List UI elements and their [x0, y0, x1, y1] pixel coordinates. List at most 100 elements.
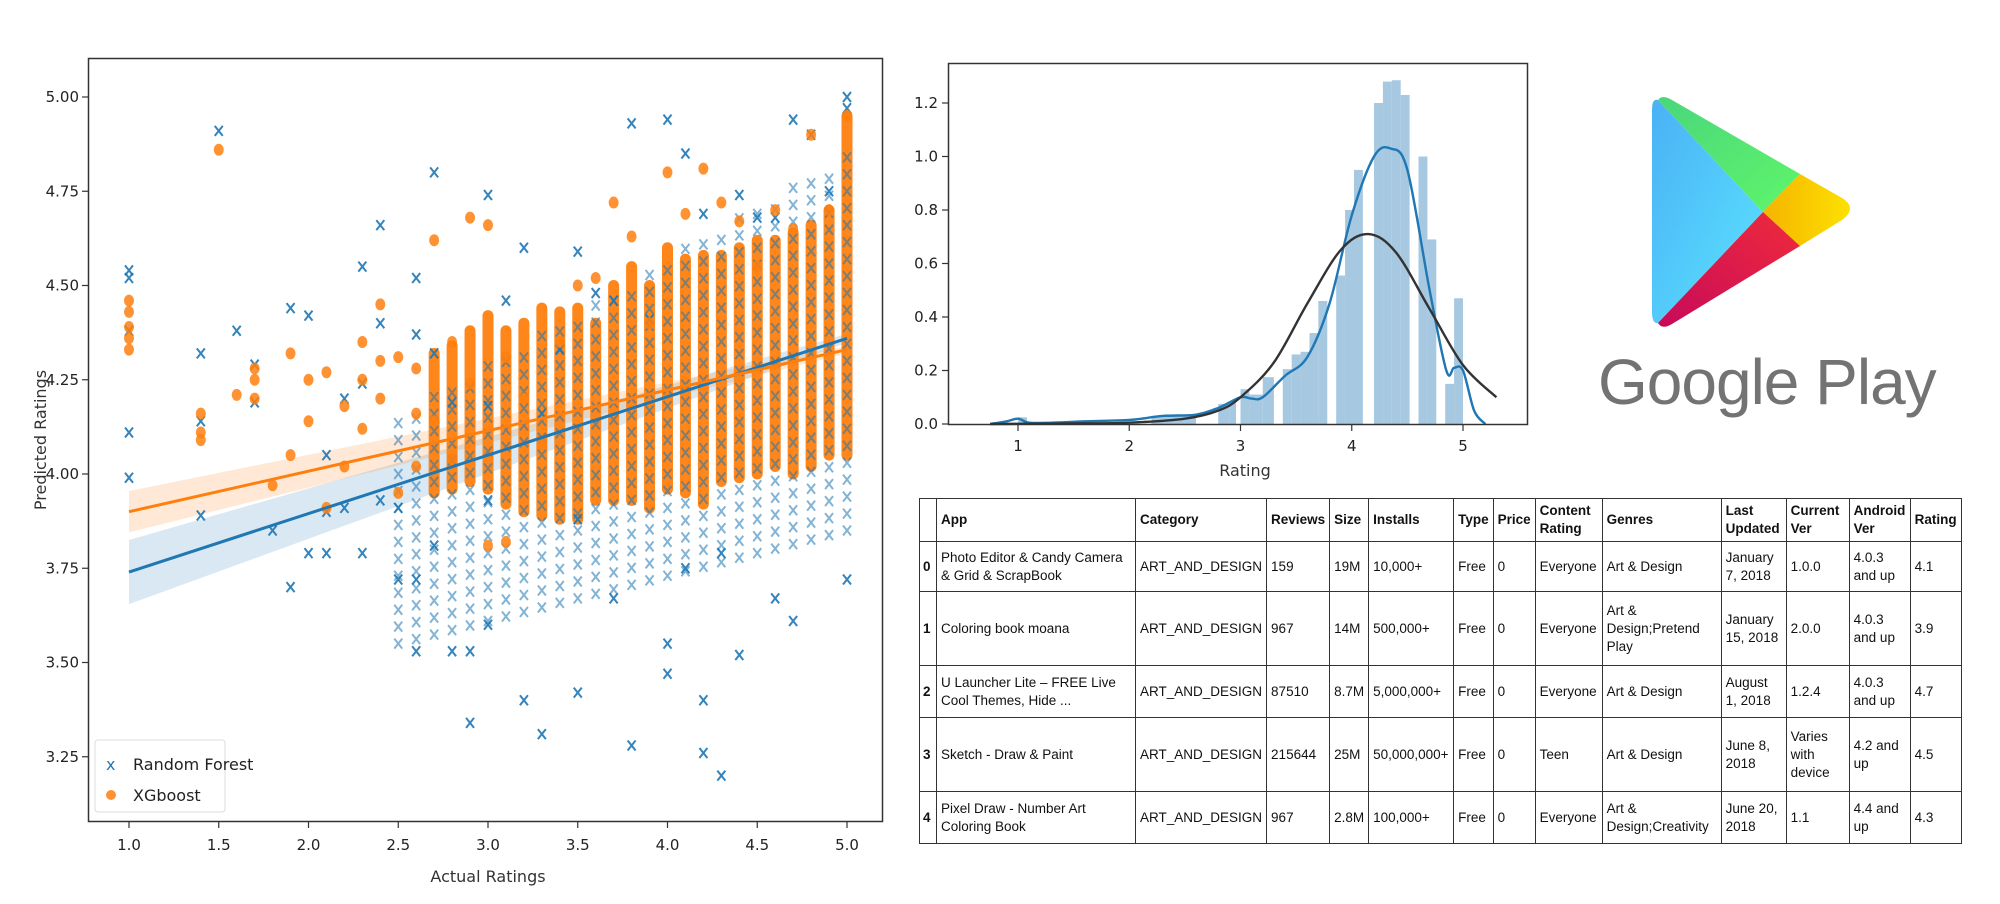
- random-forest-point: [806, 533, 816, 546]
- random-forest-point: [447, 539, 457, 551]
- random-forest-point: [644, 405, 655, 417]
- table-cell: Free: [1453, 541, 1494, 592]
- table-cell: 4.3: [1909, 791, 1962, 844]
- random-forest-point: [788, 113, 798, 126]
- random-forest-point: [716, 420, 727, 433]
- random-forest-point: [572, 541, 583, 554]
- random-forest-point: [555, 461, 565, 473]
- random-forest-point: [555, 580, 565, 592]
- random-forest-point: [196, 347, 206, 359]
- histogram-bar: [1318, 300, 1328, 424]
- random-forest-point: [806, 466, 816, 478]
- random-forest-point: [411, 633, 421, 645]
- table-cell: Everyone: [1534, 591, 1603, 666]
- histogram-y-ticks: 0.0 0.2 0.4 0.6 0.8 1.0 1.2: [914, 94, 948, 433]
- table-cell: 50,000,000+: [1368, 717, 1455, 792]
- xgboost-point: [411, 362, 422, 375]
- random-forest-point: [680, 328, 691, 340]
- table-row: 1 Coloring book moana ART_AND_DESIGN 967 14M…: [919, 591, 1962, 666]
- random-forest-point: [465, 585, 475, 598]
- random-forest-point: [716, 437, 727, 450]
- random-forest-point: [662, 349, 673, 361]
- x-tick-label: 3: [1236, 437, 1246, 455]
- xgboost-point: [124, 343, 134, 356]
- row-index: 4: [919, 791, 937, 844]
- random-forest-point: [806, 262, 816, 274]
- random-forest-point: [393, 417, 404, 429]
- random-forest-point: [806, 177, 816, 189]
- table-cell: Everyone: [1534, 665, 1603, 718]
- column-header: Genres: [1601, 498, 1722, 542]
- legend-marker-x-icon: x: [106, 755, 115, 774]
- random-forest-point: [465, 552, 475, 564]
- table-cell: Art & Design;Pretend Play: [1601, 591, 1722, 666]
- random-forest-point: [662, 400, 673, 412]
- random-forest-point: [447, 386, 457, 399]
- random-forest-point: [770, 526, 780, 538]
- random-forest-point: [590, 367, 601, 379]
- random-forest-point: [698, 357, 709, 369]
- xgboost-point: [303, 415, 314, 428]
- random-forest-point: [788, 615, 798, 627]
- histogram-bar: [1291, 354, 1301, 424]
- random-forest-point: [716, 285, 727, 297]
- random-forest-point: [806, 228, 816, 240]
- random-forest-point: [429, 459, 439, 471]
- random-forest-point: [680, 147, 691, 160]
- random-forest-point: [483, 400, 493, 412]
- table-cell: 4.5: [1909, 717, 1962, 792]
- random-forest-point: [608, 448, 619, 460]
- random-forest-point: [447, 505, 457, 517]
- random-forest-point: [572, 355, 583, 367]
- random-forest-point: [716, 268, 727, 280]
- random-forest-point: [429, 166, 439, 179]
- random-forest-point: [590, 520, 601, 532]
- random-forest-point: [124, 472, 134, 484]
- random-forest-point: [788, 436, 798, 448]
- random-forest-point: [537, 330, 547, 342]
- scatter-chart: 1.0 1.5 2.0 2.5 3.0 3.5 4.0 4.5 5.0 3.25 3.50 3.75…: [31, 57, 884, 886]
- x-tick-label: 5: [1458, 437, 1468, 455]
- random-forest-point: [788, 521, 798, 533]
- random-forest-point: [447, 420, 457, 433]
- random-forest-point: [537, 381, 547, 393]
- x-tick-label: 4.0: [656, 836, 680, 854]
- histogram-bar: [1400, 94, 1410, 424]
- table-cell: 2.0.0: [1785, 591, 1850, 666]
- random-forest-point: [698, 561, 709, 573]
- histogram-bar: [1374, 103, 1383, 424]
- random-forest-point: [662, 332, 673, 344]
- legend-box: [94, 739, 226, 813]
- xgboost-point: [554, 336, 565, 349]
- random-forest-point: [842, 151, 852, 163]
- random-forest-point: [572, 457, 583, 469]
- random-forest-point: [716, 769, 727, 782]
- y-tick-label: 3.50: [46, 654, 79, 672]
- random-forest-point: [752, 377, 763, 390]
- random-forest-point: [608, 532, 619, 545]
- random-forest-point: [680, 277, 691, 289]
- histogram-bar: [1300, 351, 1310, 424]
- random-forest-point: [537, 584, 547, 597]
- random-forest-point: [572, 474, 583, 486]
- random-forest-point: [393, 468, 404, 480]
- random-forest-point: [590, 588, 601, 600]
- random-forest-point: [680, 294, 691, 306]
- random-forest-point: [734, 416, 745, 428]
- random-forest-point: [555, 444, 565, 456]
- regression-lines: [128, 336, 848, 574]
- y-tick-label: 3.75: [46, 559, 79, 577]
- random-forest-point: [806, 296, 816, 308]
- random-forest-point: [483, 513, 493, 525]
- table-cell: Everyone: [1534, 791, 1603, 844]
- table-cell: 0: [1492, 591, 1536, 666]
- random-forest-point: [662, 553, 673, 565]
- random-forest-point: [447, 488, 457, 500]
- random-forest-point: [788, 538, 798, 550]
- random-forest-point: [842, 91, 852, 103]
- random-forest-point: [608, 583, 619, 595]
- random-forest-point: [680, 497, 691, 510]
- random-forest-point: [429, 561, 439, 573]
- random-forest-point: [303, 547, 314, 559]
